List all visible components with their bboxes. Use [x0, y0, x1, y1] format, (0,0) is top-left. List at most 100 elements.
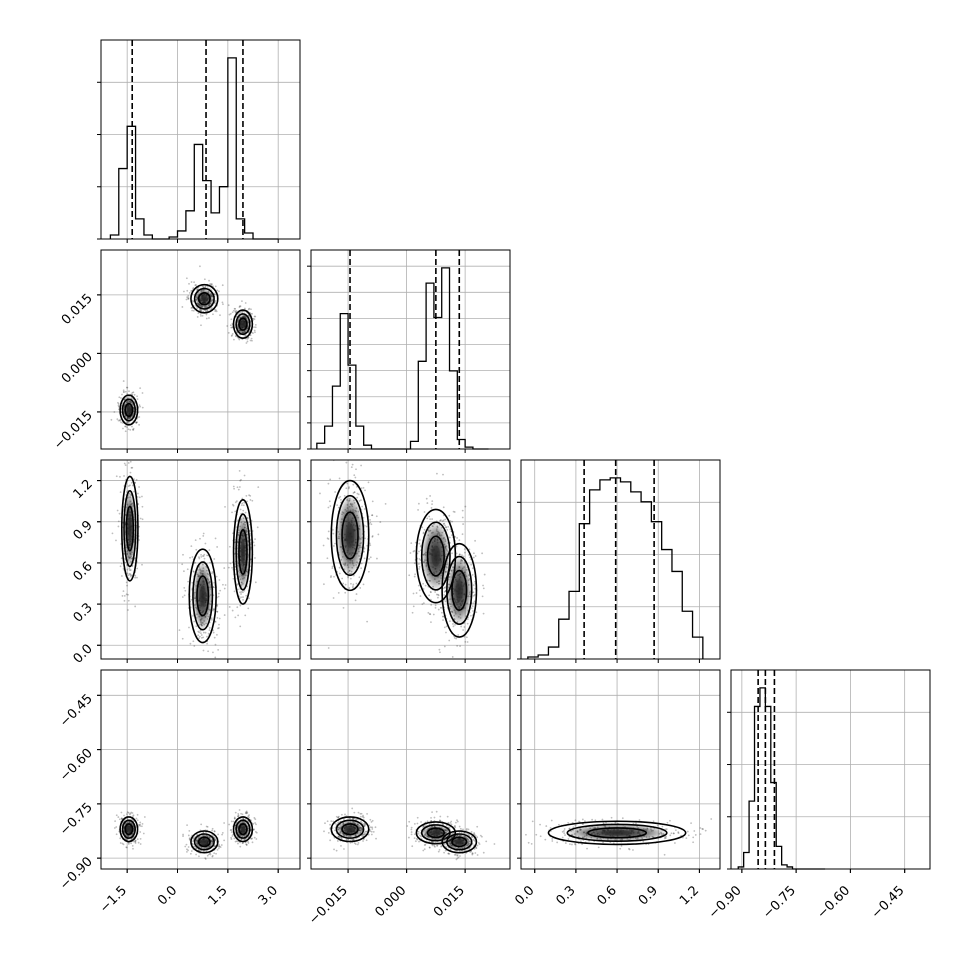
panel-content	[311, 460, 510, 659]
contour-line	[335, 819, 365, 839]
contour-line	[235, 819, 251, 839]
contour-line	[547, 820, 687, 846]
density-core	[201, 295, 208, 302]
histogram-bars	[316, 267, 489, 450]
scatter-contour-panel	[97, 459, 301, 663]
contour-line	[238, 823, 248, 836]
x-tick-label: 1.5	[205, 883, 230, 908]
x-tick-label: 0.0	[155, 883, 180, 908]
histogram-bars	[527, 477, 704, 659]
x-tick-label: −0.90	[706, 883, 745, 922]
panel-frame	[310, 669, 511, 870]
scatter-contour-panel	[517, 669, 721, 873]
y-tick-label: 0.015	[59, 291, 96, 328]
density-core	[199, 585, 206, 607]
y-tick-label: −0.75	[57, 800, 96, 839]
y-tick-label: −0.90	[57, 854, 96, 893]
density-core	[601, 830, 633, 836]
contour-line	[341, 823, 359, 836]
contour-line	[190, 830, 219, 854]
contour-line	[190, 283, 219, 314]
y-tick-label: 0.9	[71, 518, 96, 543]
contour-line	[420, 521, 451, 591]
plot-root: −0.0150.0000.0150.00.30.60.91.2−0.90−0.7…	[51, 39, 931, 928]
contour-line	[232, 498, 254, 605]
contour-line	[330, 816, 370, 843]
scatter-contour-panel	[97, 249, 301, 453]
histogram-frame	[730, 669, 931, 870]
density-core	[240, 826, 246, 832]
contour-line	[121, 475, 139, 582]
contour-line	[587, 827, 648, 839]
x-tick-label: 3.0	[256, 883, 281, 908]
contour-line	[451, 836, 468, 848]
histogram-panel	[97, 39, 301, 243]
density-core	[431, 545, 441, 567]
histogram-panel	[517, 459, 721, 663]
density-core	[455, 839, 464, 845]
contour-line	[232, 816, 254, 843]
contour-line	[566, 823, 668, 843]
histogram-bars	[109, 57, 279, 240]
x-tick-label: 0.6	[595, 883, 620, 908]
histogram-frame	[310, 249, 511, 450]
x-tick-label: −0.015	[306, 883, 351, 928]
density-core	[240, 540, 246, 564]
contour-line	[124, 823, 134, 836]
contour-line	[335, 494, 365, 577]
contour-line	[121, 819, 136, 839]
x-tick-label: 0.015	[431, 883, 468, 920]
contour-line	[123, 490, 137, 568]
x-tick-label: −0.45	[869, 883, 908, 922]
panel-frame	[100, 669, 301, 870]
contour-line	[197, 292, 211, 306]
contour-line	[119, 816, 139, 843]
panel-frame	[100, 249, 301, 450]
histogram-bars	[737, 687, 826, 870]
scatter-contour-panel	[97, 669, 301, 873]
contour-line	[193, 287, 215, 310]
panel-frame	[520, 669, 721, 870]
histogram-frame	[100, 39, 301, 240]
contour-line	[197, 836, 211, 848]
contour-line	[192, 561, 214, 631]
contour-line	[238, 528, 248, 575]
histogram-panel	[307, 249, 511, 453]
panel-content	[521, 670, 720, 869]
x-tick-label: 0.9	[636, 883, 661, 908]
x-tick-label: −0.75	[760, 883, 799, 922]
panel-content	[101, 250, 300, 449]
y-tick-label: 1.2	[71, 477, 96, 502]
contour-line	[441, 542, 478, 638]
x-tick-label: 0.3	[553, 883, 578, 908]
density-core	[431, 830, 441, 836]
x-tick-label: 1.2	[677, 883, 702, 908]
contour-line	[188, 548, 217, 644]
panel-content	[101, 460, 300, 659]
y-tick-label: 0.0	[71, 641, 96, 666]
y-tick-label: 0.000	[59, 350, 96, 387]
panel-frame	[310, 459, 511, 660]
panel-frame	[100, 459, 301, 660]
y-tick-label: 0.3	[71, 600, 96, 625]
contour-line	[451, 569, 468, 612]
x-tick-label: −1.5	[97, 883, 130, 916]
contour-line	[121, 398, 136, 422]
y-tick-label: −0.015	[51, 408, 96, 453]
scatter-contour-panel	[307, 459, 511, 663]
contour-line	[124, 402, 134, 418]
x-tick-label: 0.000	[373, 883, 410, 920]
panel-content	[311, 670, 510, 869]
contour-line	[196, 575, 210, 617]
contour-line	[235, 513, 251, 591]
y-tick-label: −0.45	[57, 692, 96, 731]
density-core	[126, 826, 131, 832]
density-core	[345, 826, 355, 832]
contour-line	[415, 508, 457, 604]
density-core	[126, 406, 131, 414]
contour-line	[238, 317, 248, 331]
contour-line	[119, 394, 139, 426]
density-core	[455, 579, 464, 601]
contour-line	[426, 827, 445, 839]
